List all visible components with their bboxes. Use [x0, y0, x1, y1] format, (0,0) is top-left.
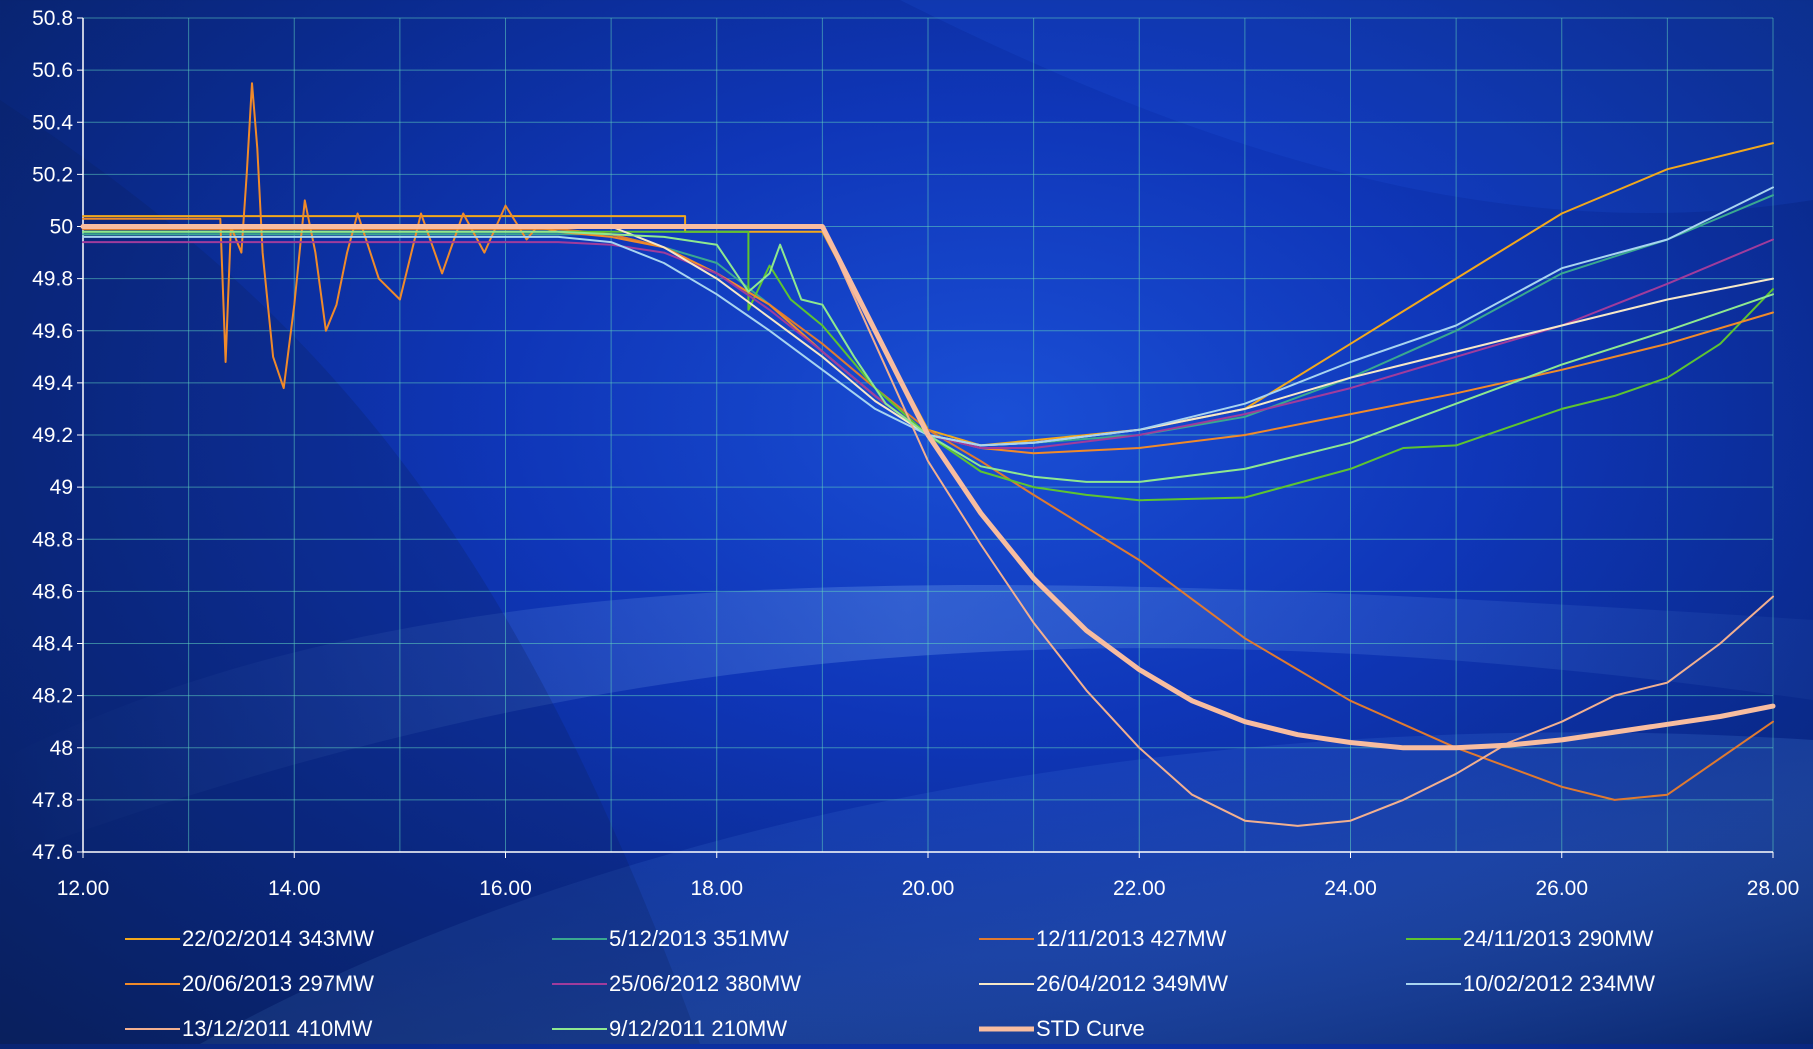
legend-label: 20/06/2013 297MW [182, 971, 374, 996]
legend-label: 24/11/2013 290MW [1463, 926, 1654, 951]
y-tick-label: 50.2 [32, 163, 73, 186]
y-tick-label: 50.6 [32, 59, 73, 82]
y-tick-label: 47.6 [32, 841, 73, 864]
x-tick-label: 24.00 [1324, 877, 1377, 900]
y-tick-label: 50.8 [32, 7, 73, 30]
y-tick-label: 49 [50, 476, 73, 499]
legend-label: 25/06/2012 380MW [609, 971, 801, 996]
legend-label: 12/11/2013 427MW [1036, 926, 1227, 951]
chart-axes: 47.6 47.8 48 48.2 48.4 48.6 48.8 49 49.2 49.4 49.6… [32, 7, 1799, 900]
chart-legend: 22/02/2014 343MW 5/12/2013 351MW 12/11/201… [125, 926, 1655, 1041]
x-tick-label: 18.00 [690, 877, 743, 900]
y-tick-label: 49.4 [32, 372, 73, 395]
x-tick-label: 12.00 [57, 877, 110, 900]
legend-label: 13/12/2011 410MW [182, 1016, 373, 1041]
plot-area [80, 82, 1776, 827]
legend-label: 9/12/2011 210MW [609, 1016, 787, 1041]
legend-label: 10/02/2012 234MW [1463, 971, 1655, 996]
y-tick-label: 49.2 [32, 424, 73, 447]
x-tick-label: 22.00 [1113, 877, 1166, 900]
series-line-4 [82, 230, 1774, 502]
y-tick-label: 47.8 [32, 789, 73, 812]
y-tick-label: 48.8 [32, 528, 73, 551]
legend-label: 22/02/2014 343MW [182, 926, 374, 951]
series-line-10 [82, 230, 1774, 483]
series-line-8 [82, 186, 1774, 447]
y-tick-label: 50 [50, 216, 73, 239]
x-tick-label: 20.00 [902, 877, 955, 900]
legend-label: 5/12/2013 351MW [609, 926, 789, 951]
y-tick-label: 49.6 [32, 320, 73, 343]
x-tick-label: 16.00 [479, 877, 532, 900]
series-line-5 [82, 82, 1774, 455]
legend-label: STD Curve [1036, 1016, 1145, 1041]
series-line-9 [82, 225, 1774, 827]
y-tick-label: 48.6 [32, 580, 73, 603]
x-tick-label: 28.00 [1747, 877, 1800, 900]
series-line-11 [80, 224, 1776, 751]
y-tick-label: 48.4 [32, 633, 73, 656]
y-tick-label: 48 [50, 737, 73, 760]
x-tick-label: 26.00 [1535, 877, 1588, 900]
series-line-6 [82, 238, 1774, 449]
y-tick-label: 49.8 [32, 268, 73, 291]
y-tick-label: 50.4 [32, 111, 73, 134]
legend-label: 26/04/2012 349MW [1036, 971, 1228, 996]
y-tick-label: 48.2 [32, 685, 73, 708]
x-tick-label: 14.00 [268, 877, 321, 900]
